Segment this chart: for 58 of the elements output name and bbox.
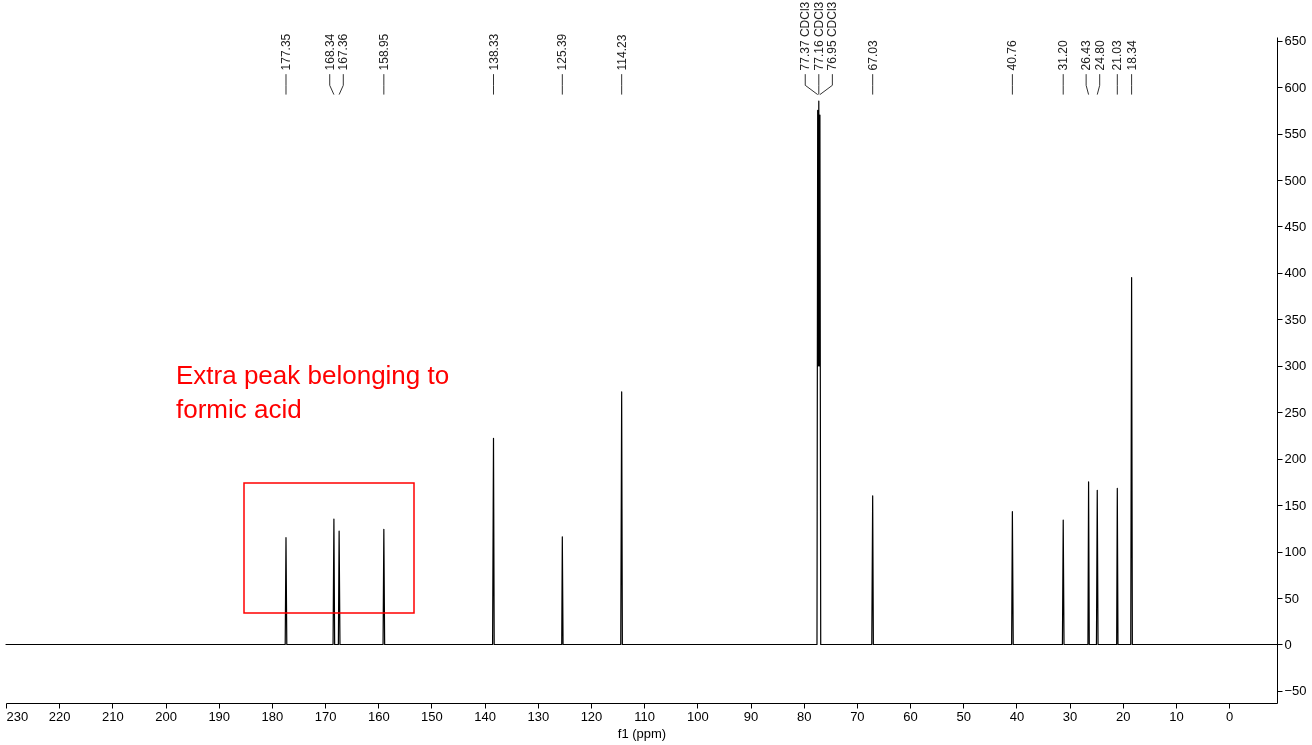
annotation: 177.35: [278, 33, 293, 71]
y-tick-label: 350: [1284, 311, 1307, 327]
annotation: 24.80: [1092, 40, 1107, 71]
x-axis-title: f1 (ppm): [617, 725, 667, 741]
annotation: 77.37 CDCl3: [798, 1, 813, 71]
x-tick-label: 130: [527, 708, 550, 724]
y-tick-label: 550: [1284, 126, 1307, 142]
annotation: 158.95: [376, 33, 391, 71]
x-tick-label: 110: [634, 708, 656, 724]
annotation: 18.34: [1124, 40, 1139, 71]
y-tick-label: 250: [1284, 404, 1307, 420]
annotation: 125.39: [555, 33, 570, 71]
annotation: 21.03: [1110, 40, 1125, 71]
y-tick-label: 50: [1284, 590, 1299, 606]
x-tick-label: 190: [208, 708, 231, 724]
y-tick-label: 300: [1284, 358, 1307, 374]
annotation: 138.33: [486, 33, 501, 71]
x-tick-label: 10: [1169, 708, 1184, 724]
x-tick-label: 120: [580, 708, 603, 724]
x-tick-label: 0: [1226, 708, 1234, 724]
y-tick-label: 400: [1284, 265, 1307, 281]
annotation: 67.03: [865, 40, 880, 71]
annotation: 167.36: [336, 33, 351, 71]
y-tick-label: 200: [1284, 451, 1307, 467]
x-tick-label: 200: [155, 708, 177, 724]
x-tick-label: 180: [261, 708, 284, 724]
annotation: 76.95 CDCl3: [825, 1, 840, 71]
y-tick-label: 450: [1284, 218, 1307, 234]
x-tick-label: 20: [1116, 708, 1131, 724]
x-tick-label: 210: [102, 708, 124, 724]
x-tick-label: 230: [6, 708, 29, 724]
y-tick-label: 100: [1284, 544, 1307, 560]
x-tick-label: 60: [903, 708, 918, 724]
x-tick-label: 170: [314, 708, 337, 724]
x-tick-label: 70: [850, 708, 865, 724]
y-tick-label: 650: [1284, 33, 1307, 49]
annotation: 26.43: [1079, 40, 1094, 71]
annotation: 168.34: [322, 33, 337, 71]
y-tick-label: 500: [1284, 172, 1307, 188]
x-tick-label: 150: [421, 708, 443, 724]
annotation: 114.23: [614, 34, 629, 71]
x-tick-label: 90: [743, 708, 759, 724]
x-tick-label: 140: [474, 708, 496, 724]
y-tick-label: 150: [1284, 497, 1307, 513]
annotation: 31.20: [1056, 40, 1071, 71]
annotation: 77.16 CDCl3: [811, 1, 826, 71]
x-tick-label: 220: [48, 708, 71, 724]
x-tick-label: 40: [1009, 708, 1025, 724]
x-tick-label: 80: [796, 708, 812, 724]
x-tick-label: 50: [956, 708, 971, 724]
y-tick-label: −50: [1284, 683, 1307, 699]
x-tick-label: 100: [686, 708, 709, 724]
annotation: 40.76: [1005, 40, 1020, 71]
y-tick-label: 600: [1284, 79, 1307, 95]
x-tick-label: 30: [1062, 708, 1078, 724]
annotation: Extra peak belonging to formic acid: [176, 360, 450, 424]
x-tick-label: 160: [367, 708, 390, 724]
y-tick-label: 0: [1284, 636, 1292, 652]
